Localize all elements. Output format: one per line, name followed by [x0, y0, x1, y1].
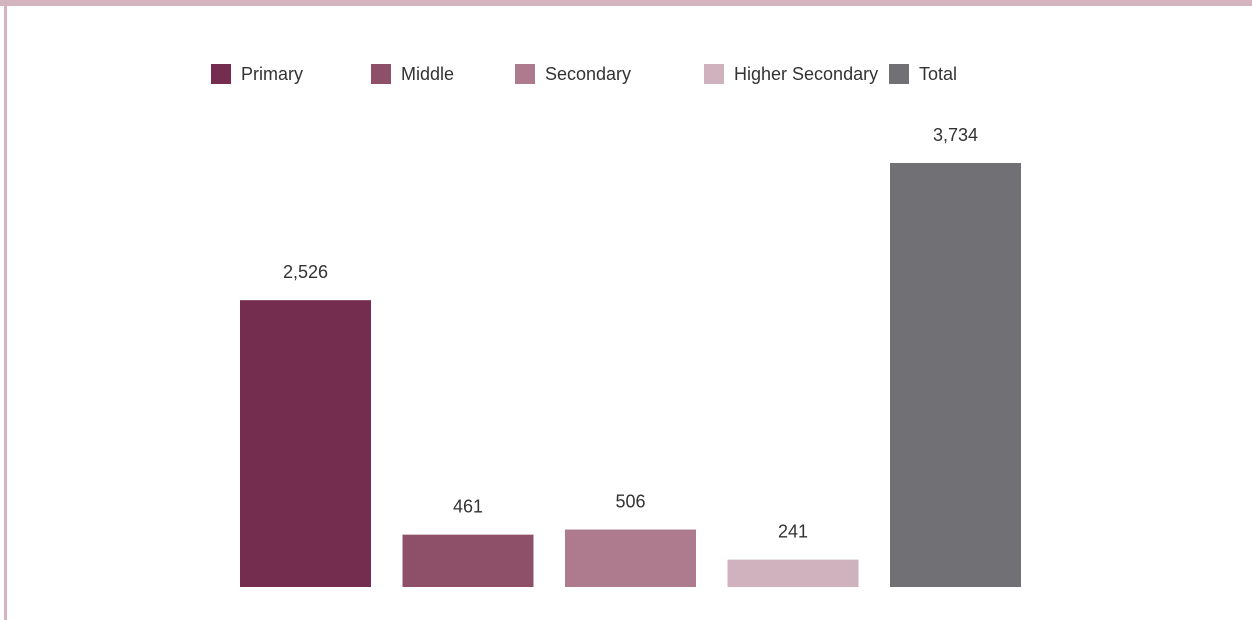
data-label-higher-secondary: 241: [778, 522, 808, 542]
data-label-total: 3,734: [933, 125, 978, 145]
legend-label-secondary: Secondary: [545, 64, 631, 84]
legend-swatch-middle: [371, 64, 391, 84]
legend-item-primary: Primary: [211, 64, 303, 84]
legend-item-total: Total: [889, 64, 957, 84]
bar-middle: [402, 534, 534, 587]
legend-item-higher-secondary: Higher Secondary: [704, 64, 878, 84]
legend-label-middle: Middle: [401, 64, 454, 84]
legend-item-middle: Middle: [371, 64, 454, 84]
legend-label-primary: Primary: [241, 64, 303, 84]
top-border-rule: [0, 0, 1252, 6]
left-border-rule: [4, 0, 7, 620]
bar-secondary: [565, 529, 696, 587]
legend-swatch-secondary: [515, 64, 535, 84]
legend-swatch-higher-secondary: [704, 64, 724, 84]
bar-total: [890, 163, 1021, 587]
bar-higher-secondary: [727, 559, 859, 587]
data-label-secondary: 506: [615, 492, 645, 512]
data-label-primary: 2,526: [283, 262, 328, 282]
legend-label-total: Total: [919, 64, 957, 84]
legend-swatch-total: [889, 64, 909, 84]
legend-label-higher-secondary: Higher Secondary: [734, 64, 878, 84]
legend-item-secondary: Secondary: [515, 64, 631, 84]
legend-swatch-primary: [211, 64, 231, 84]
bar-primary: [240, 300, 371, 587]
data-label-middle: 461: [453, 497, 483, 517]
